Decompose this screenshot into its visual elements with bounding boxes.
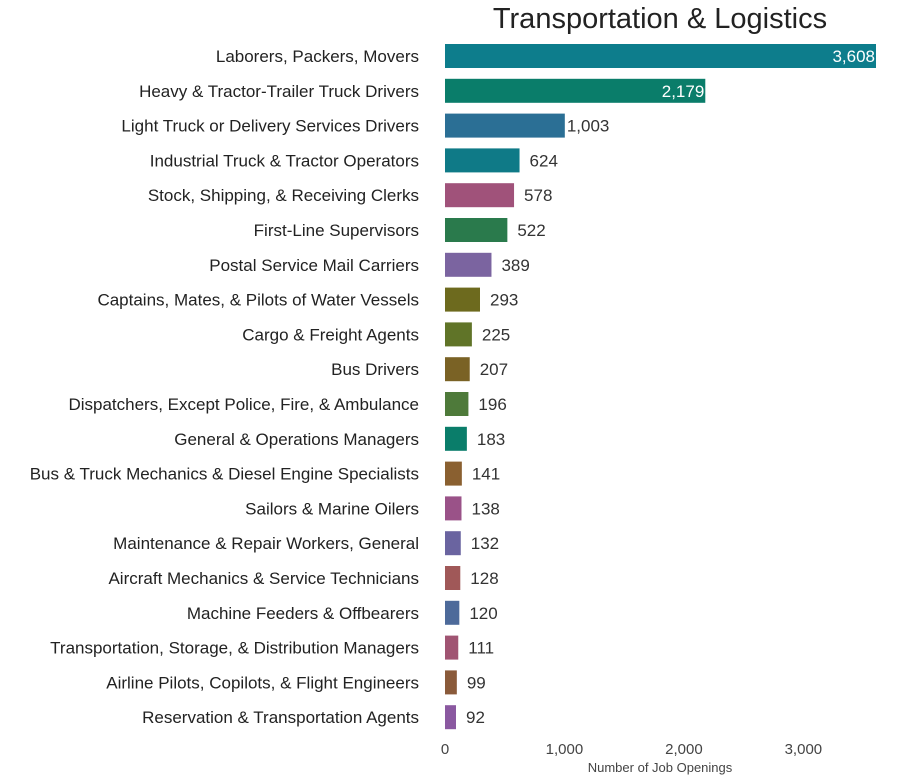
bar	[445, 635, 459, 660]
value-label: 1,003	[567, 117, 610, 136]
bar	[445, 218, 508, 242]
category-label: Industrial Truck & Tractor Operators	[150, 151, 419, 170]
category-label: Cargo & Freight Agents	[242, 325, 419, 344]
x-tick-label: 0	[441, 741, 449, 758]
bar	[445, 287, 481, 312]
bar	[445, 600, 460, 625]
category-label: Captains, Mates, & Pilots of Water Vesse…	[97, 291, 419, 310]
value-label: 225	[482, 325, 510, 344]
category-labels: Laborers, Packers, Movers Heavy & Tractor…	[30, 47, 419, 727]
x-tick-label: 3,000	[785, 741, 823, 758]
value-label: 141	[472, 465, 500, 484]
bar	[445, 183, 515, 208]
category-label: Heavy & Tractor-Trailer Truck Drivers	[139, 82, 419, 101]
x-axis-title: Number of Job Openings	[588, 760, 733, 775]
value-labels: 3,608 2,179 1,003 624 578 522 389 293 225 207 196 1…	[466, 47, 875, 727]
bar	[445, 531, 461, 556]
bar	[445, 252, 492, 277]
category-label: Dispatchers, Except Police, Fire, & Ambu…	[68, 395, 419, 414]
value-label: 92	[466, 708, 485, 727]
category-label: Laborers, Packers, Movers	[216, 47, 419, 66]
category-label: Aircraft Mechanics & Service Technicians	[108, 569, 419, 588]
category-label: Maintenance & Repair Workers, General	[113, 534, 419, 553]
value-label: 111	[468, 639, 494, 658]
category-label: Stock, Shipping, & Receiving Clerks	[148, 186, 419, 205]
value-label: 624	[530, 151, 558, 170]
bar	[445, 392, 469, 416]
value-label: 99	[467, 673, 486, 692]
bars-layer	[445, 44, 876, 730]
category-label: General & Operations Managers	[174, 430, 419, 449]
value-label: 3,608	[832, 47, 875, 66]
bar	[445, 461, 462, 486]
value-label: 522	[517, 221, 545, 240]
x-tick-label: 1,000	[546, 741, 584, 758]
value-label: 207	[480, 360, 508, 379]
bar	[445, 566, 461, 590]
x-tick-label: 2,000	[665, 741, 703, 758]
bar	[445, 113, 565, 138]
value-label: 120	[469, 604, 497, 623]
value-label: 196	[478, 395, 506, 414]
category-label: Bus & Truck Mechanics & Diesel Engine Sp…	[30, 465, 419, 484]
bar	[445, 426, 467, 451]
bar	[445, 148, 520, 173]
category-label: Reservation & Transportation Agents	[142, 708, 419, 727]
bar	[445, 357, 470, 382]
value-label: 389	[501, 256, 529, 275]
bar	[445, 496, 462, 521]
category-label: Light Truck or Delivery Services Drivers	[121, 117, 419, 136]
value-label: 138	[471, 499, 499, 518]
value-label: 2,179	[662, 82, 705, 101]
category-label: Bus Drivers	[331, 360, 419, 379]
value-label: 132	[471, 534, 499, 553]
category-label: Transportation, Storage, & Distribution …	[50, 639, 419, 658]
value-label: 128	[470, 569, 498, 588]
bar	[445, 78, 706, 103]
bar	[445, 322, 472, 347]
x-axis-ticks: 0 1,000 2,000 3,000	[441, 741, 822, 758]
bar	[445, 44, 876, 68]
category-label: Postal Service Mail Carriers	[209, 256, 419, 275]
bar	[445, 670, 457, 695]
value-label: 183	[477, 430, 505, 449]
bar	[445, 705, 456, 730]
value-label: 293	[490, 291, 518, 310]
chart-title: Transportation & Logistics	[493, 3, 827, 35]
category-label: Sailors & Marine Oilers	[245, 499, 419, 518]
category-label: Machine Feeders & Offbearers	[187, 604, 419, 623]
category-label: First-Line Supervisors	[254, 221, 419, 240]
value-label: 578	[524, 186, 552, 205]
category-label: Airline Pilots, Copilots, & Flight Engin…	[106, 673, 419, 692]
